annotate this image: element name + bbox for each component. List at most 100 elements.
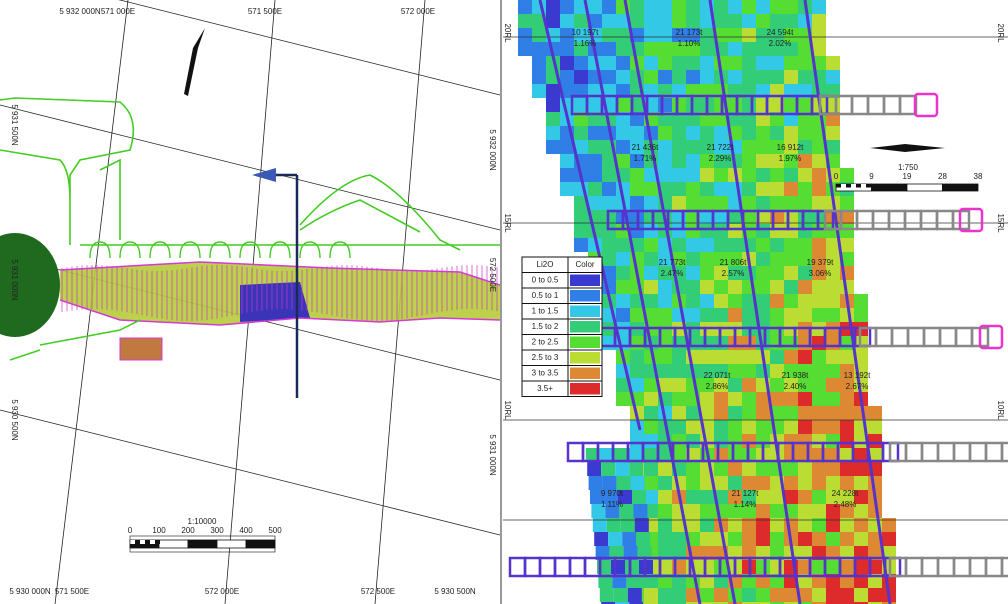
block-cell xyxy=(770,350,784,364)
stope-boundary xyxy=(583,0,702,604)
block-cell xyxy=(714,252,728,266)
block-cell xyxy=(672,154,686,168)
block-cell xyxy=(630,126,644,140)
block-cell xyxy=(742,0,756,14)
block-cell xyxy=(840,434,854,448)
block-cell xyxy=(616,112,630,126)
block-cell xyxy=(630,308,644,322)
block-cell xyxy=(616,392,630,406)
block-cell xyxy=(756,140,770,154)
block-cell xyxy=(812,196,826,210)
north-arrow xyxy=(184,28,205,96)
block-cell xyxy=(714,210,728,224)
block-cell xyxy=(784,434,798,448)
block-cell xyxy=(728,476,742,490)
block-tonnage: 21 173t xyxy=(676,28,703,37)
block-cell xyxy=(798,518,812,532)
block-cell xyxy=(644,280,658,294)
block-cell xyxy=(644,294,658,308)
scale-label: 200 xyxy=(181,526,195,535)
block-tonnage: 16 912t xyxy=(777,143,804,152)
block-cell xyxy=(770,308,784,322)
block-cell xyxy=(770,126,784,140)
block-cell xyxy=(868,434,882,448)
block-cell xyxy=(798,462,812,476)
block-cell xyxy=(812,238,826,252)
legend-header: Color xyxy=(575,260,594,269)
scale-label: 500 xyxy=(268,526,282,535)
block-cell xyxy=(728,280,742,294)
block-cell xyxy=(560,70,574,84)
block-cell xyxy=(574,84,588,98)
block-cell xyxy=(770,14,784,28)
block-cell xyxy=(608,532,623,546)
block-cell xyxy=(798,182,812,196)
block-cell xyxy=(658,560,672,574)
block-cell xyxy=(644,28,658,42)
block-cell xyxy=(686,406,700,420)
block-cell xyxy=(615,602,630,604)
block-cell xyxy=(546,0,560,14)
block-cell xyxy=(616,84,630,98)
block-cell xyxy=(622,532,637,546)
block-cell xyxy=(616,126,630,140)
block-cell xyxy=(742,294,756,308)
block-cell xyxy=(756,588,770,602)
block-grade: 1.16% xyxy=(574,39,597,48)
block-cell xyxy=(602,182,616,196)
block-cell xyxy=(700,532,714,546)
block-cell xyxy=(728,546,742,560)
block-cell xyxy=(602,28,616,42)
block-cell xyxy=(644,378,658,392)
block-grade: 1.14% xyxy=(734,500,757,509)
block-cell xyxy=(784,196,798,210)
block-cell xyxy=(672,532,686,546)
block-cell xyxy=(798,392,812,406)
scale-label: 0 xyxy=(128,526,133,535)
block-cell xyxy=(840,378,854,392)
block-cell xyxy=(602,56,616,70)
block-cell xyxy=(644,392,658,406)
block-cell xyxy=(644,588,658,602)
block-cell xyxy=(714,238,728,252)
bay xyxy=(89,241,111,259)
north-arrow-right xyxy=(870,144,945,152)
block-grade: 2.67% xyxy=(846,382,869,391)
block-cell xyxy=(658,504,672,518)
block-cell xyxy=(636,532,651,546)
block-cell xyxy=(658,280,672,294)
block-cell xyxy=(672,140,686,154)
block-cell xyxy=(770,378,784,392)
block-cell xyxy=(672,168,686,182)
block-cell xyxy=(826,392,840,406)
block-cell xyxy=(686,154,700,168)
block-cell xyxy=(756,224,770,238)
block-cell xyxy=(826,588,840,602)
block-cell xyxy=(784,84,798,98)
block-cell xyxy=(742,56,756,70)
block-cell xyxy=(840,462,854,476)
block-cell xyxy=(560,14,574,28)
scale-ratio: 1:750 xyxy=(898,163,919,172)
block-cell xyxy=(672,546,686,560)
block-cell xyxy=(672,98,686,112)
block-tonnage: 10 197t xyxy=(572,28,599,37)
block-cell xyxy=(840,490,854,504)
bay xyxy=(269,241,291,259)
block-cell xyxy=(798,574,812,588)
block-cell xyxy=(574,14,588,28)
scale-frame xyxy=(129,535,276,553)
block-cell xyxy=(658,378,672,392)
block-cell xyxy=(840,392,854,406)
block-cell xyxy=(672,420,686,434)
block-cell xyxy=(700,336,714,350)
block-cell xyxy=(756,0,770,14)
block-cell xyxy=(784,420,798,434)
block-cell xyxy=(854,518,868,532)
block-cell xyxy=(714,308,728,322)
block-cell xyxy=(700,490,714,504)
block-cell xyxy=(742,420,756,434)
block-cell xyxy=(700,182,714,196)
block-cell xyxy=(686,210,700,224)
block-cell xyxy=(616,476,631,490)
